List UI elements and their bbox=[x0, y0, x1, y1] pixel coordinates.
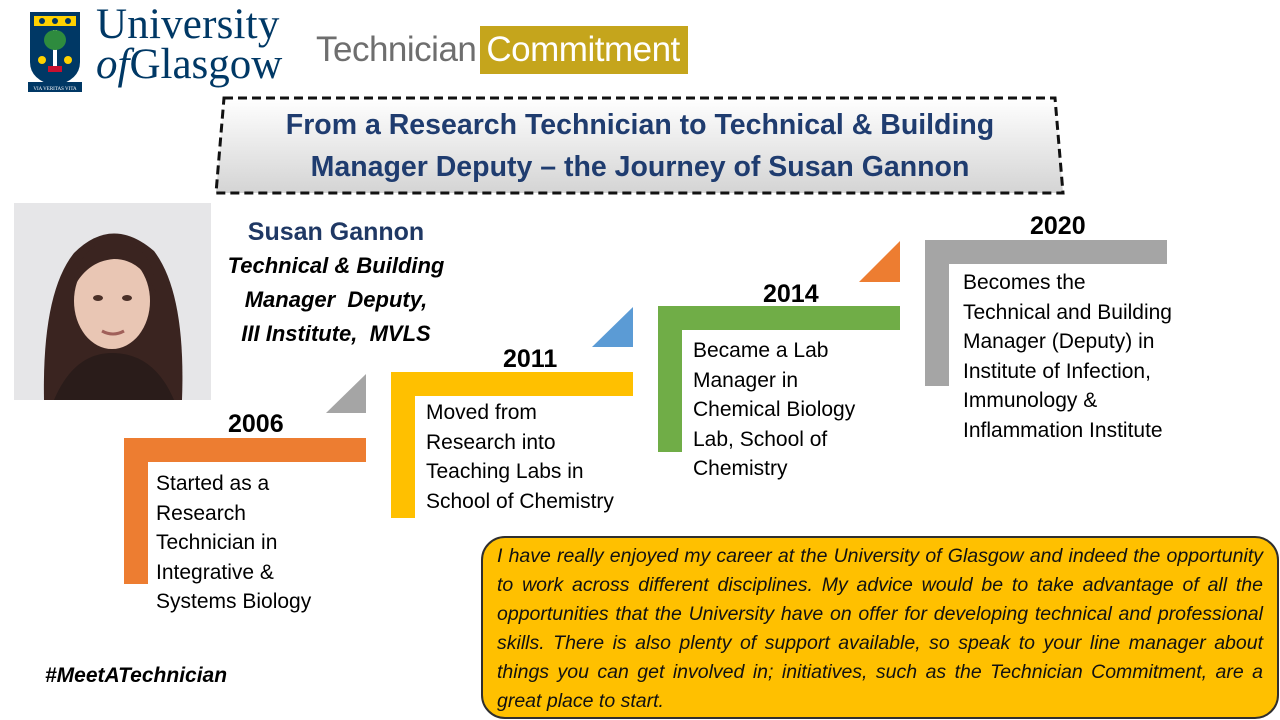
tc-logo-part2: Commitment bbox=[480, 26, 688, 74]
step-2020-text: Becomes the Technical and Building Manag… bbox=[963, 268, 1172, 445]
step-2014-text: Became a Lab Manager in Chemical Biology… bbox=[693, 336, 855, 484]
university-of: of bbox=[96, 40, 130, 88]
bracket-2011-top bbox=[391, 372, 633, 396]
person-role-line1: Technical & Building bbox=[227, 253, 445, 278]
step-2011-line: Moved from bbox=[426, 401, 537, 424]
bracket-2006-side bbox=[124, 438, 148, 584]
step-arrow-orange bbox=[859, 241, 900, 282]
bracket-2020-side bbox=[925, 240, 949, 386]
step-2020-line: Inflammation Institute bbox=[963, 418, 1163, 442]
step-2020-line: Becomes the bbox=[963, 271, 1086, 294]
university-wordmark: University ofGlasgow bbox=[96, 1, 282, 86]
university-crest-icon: VIA VERITAS VITA bbox=[28, 10, 82, 92]
step-2014-line: Lab, School of bbox=[693, 427, 828, 451]
step-2011-text: Moved from Research into Teaching Labs i… bbox=[426, 398, 614, 516]
step-2014-line: Manager in bbox=[693, 368, 799, 392]
quote-box: I have really enjoyed my career at the U… bbox=[481, 536, 1279, 719]
bracket-2011-side bbox=[391, 372, 415, 518]
step-2014-line: Became a Lab bbox=[693, 339, 829, 362]
step-2020-line: Manager (Deputy) in bbox=[963, 330, 1155, 353]
bracket-2006-top bbox=[124, 438, 366, 462]
step-2006-line: Research bbox=[156, 501, 246, 525]
hashtag: #MeetATechnician bbox=[45, 664, 228, 687]
step-arrow-blue bbox=[592, 307, 633, 347]
step-2014-line: Chemistry bbox=[693, 457, 788, 480]
step-2011-line: School of Chemistry bbox=[426, 489, 614, 513]
bracket-2014-side bbox=[658, 306, 682, 452]
tc-logo-part1: Technician bbox=[316, 30, 477, 69]
university-glasgow: Glasgow bbox=[129, 40, 283, 88]
step-2011-line: Research into bbox=[426, 430, 556, 454]
step-2020-line: Immunology & bbox=[963, 389, 1098, 412]
step-2006-line: Integrative & bbox=[156, 560, 274, 584]
university-line2: ofGlasgow bbox=[96, 43, 282, 86]
bracket-2014-top bbox=[658, 306, 900, 330]
profile-photo bbox=[14, 203, 211, 400]
step-2006-line: Technician in bbox=[156, 531, 278, 554]
step-2006-text: Started as a Research Technician in Inte… bbox=[156, 469, 311, 617]
person-role-line3: III Institute, MVLS bbox=[241, 321, 431, 346]
year-2020: 2020 bbox=[1030, 212, 1086, 240]
person-role-line2: Manager Deputy, bbox=[244, 287, 428, 312]
technician-commitment-logo: Technician Commitment bbox=[316, 26, 688, 74]
person-name: Susan Gannon bbox=[247, 218, 425, 246]
bracket-2020-top bbox=[925, 240, 1167, 264]
step-2006-line: Systems Biology bbox=[156, 590, 312, 613]
university-line1: University bbox=[96, 1, 280, 48]
step-2014-line: Chemical Biology bbox=[693, 398, 856, 421]
title-line2: Manager Deputy – the Journey of Susan Ga… bbox=[310, 151, 970, 183]
year-2014: 2014 bbox=[763, 280, 819, 308]
step-arrow-gray bbox=[326, 374, 366, 413]
title-line1: From a Research Technician to Technical … bbox=[285, 109, 995, 141]
year-2011: 2011 bbox=[503, 345, 558, 373]
person-info: Susan Gannon Technical & Building Manage… bbox=[214, 215, 458, 351]
step-2020-line: Technical and Building bbox=[963, 300, 1172, 324]
step-2011-line: Teaching Labs in bbox=[426, 460, 584, 483]
year-2006: 2006 bbox=[228, 410, 284, 438]
step-2020-line: Institute of Infection, bbox=[963, 359, 1151, 383]
svg-text:VIA VERITAS VITA: VIA VERITAS VITA bbox=[33, 87, 77, 92]
page-title: From a Research Technician to Technical … bbox=[224, 104, 1056, 188]
step-2006-line: Started as a bbox=[156, 472, 270, 495]
